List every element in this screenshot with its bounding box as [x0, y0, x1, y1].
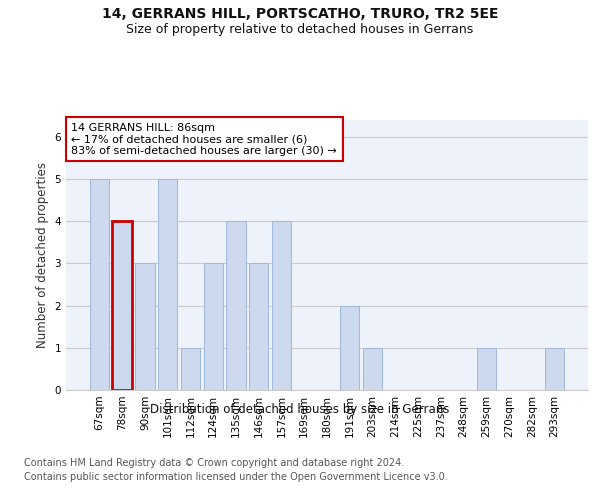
- Text: 14, GERRANS HILL, PORTSCATHO, TRURO, TR2 5EE: 14, GERRANS HILL, PORTSCATHO, TRURO, TR2…: [102, 8, 498, 22]
- Y-axis label: Number of detached properties: Number of detached properties: [36, 162, 49, 348]
- Bar: [203, 264, 223, 390]
- Text: Distribution of detached houses by size in Gerrans: Distribution of detached houses by size …: [151, 402, 449, 415]
- Bar: [135, 264, 155, 390]
- Bar: [90, 179, 109, 390]
- Text: Size of property relative to detached houses in Gerrans: Size of property relative to detached ho…: [127, 22, 473, 36]
- Bar: [272, 221, 291, 390]
- Bar: [226, 221, 245, 390]
- Text: Contains HM Land Registry data © Crown copyright and database right 2024.: Contains HM Land Registry data © Crown c…: [24, 458, 404, 468]
- Text: Contains public sector information licensed under the Open Government Licence v3: Contains public sector information licen…: [24, 472, 448, 482]
- Bar: [112, 221, 132, 390]
- Bar: [181, 348, 200, 390]
- Bar: [158, 179, 178, 390]
- Bar: [545, 348, 564, 390]
- Bar: [249, 264, 268, 390]
- Bar: [340, 306, 359, 390]
- Bar: [363, 348, 382, 390]
- Bar: [476, 348, 496, 390]
- Text: 14 GERRANS HILL: 86sqm
← 17% of detached houses are smaller (6)
83% of semi-deta: 14 GERRANS HILL: 86sqm ← 17% of detached…: [71, 122, 337, 156]
